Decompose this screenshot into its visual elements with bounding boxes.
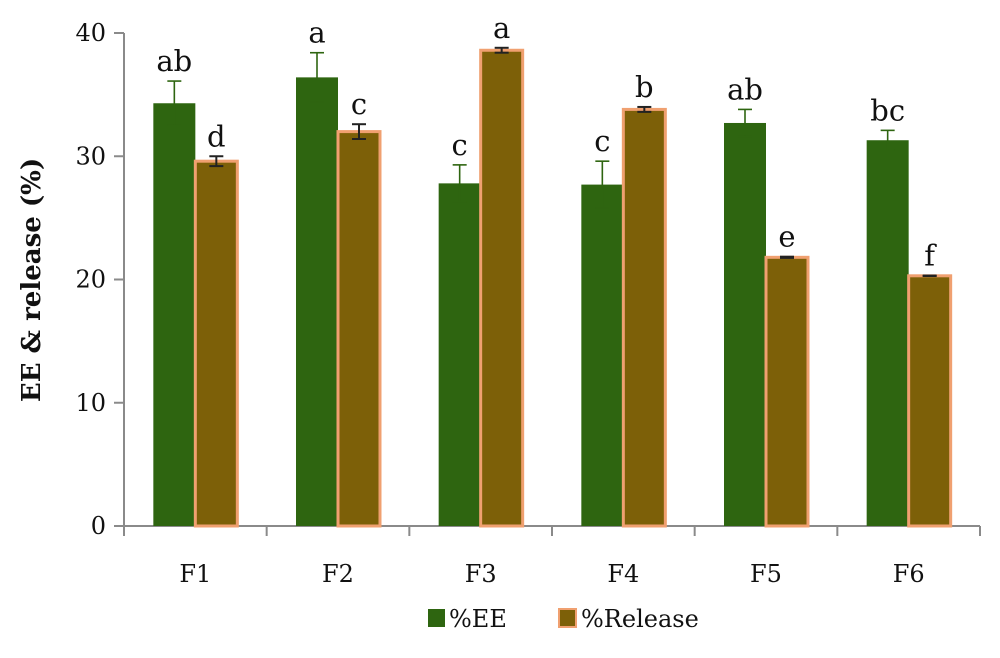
y-ticks: 0 10 20 30 40 xyxy=(75,19,124,540)
significance-label: c xyxy=(452,128,468,162)
x-tick-label: F5 xyxy=(750,560,782,588)
x-ticks: F1 F2 F3 F4 F5 F6 xyxy=(123,526,981,588)
bar xyxy=(438,183,481,527)
significance-label: a xyxy=(308,16,325,50)
significance-label: ab xyxy=(727,72,763,106)
bar xyxy=(581,184,624,526)
y-axis-title: EE & release (%) xyxy=(17,158,47,402)
bar xyxy=(479,48,525,528)
bar xyxy=(193,159,239,528)
x-tick-label: F1 xyxy=(179,560,211,588)
y-tick-label: 40 xyxy=(75,19,106,47)
x-tick-label: F4 xyxy=(607,560,639,588)
legend-swatch-release xyxy=(558,608,577,628)
significance-label: f xyxy=(924,239,937,273)
x-tick-label: F3 xyxy=(465,560,497,588)
bar xyxy=(866,140,909,527)
x-tick-label: F2 xyxy=(322,560,354,588)
significance-label: ab xyxy=(156,44,192,78)
axes xyxy=(123,33,980,527)
bar xyxy=(296,77,338,527)
legend-label-ee: %EE xyxy=(449,605,507,633)
bars xyxy=(153,48,953,528)
significance-label: bc xyxy=(870,93,905,127)
significance-label: b xyxy=(635,70,654,104)
legend-label-release: %Release xyxy=(581,605,699,633)
significance-label: a xyxy=(493,11,510,45)
bar xyxy=(336,130,382,528)
bar xyxy=(621,107,667,528)
significance-label: e xyxy=(778,220,795,254)
significance-label: c xyxy=(594,124,610,158)
error-bars xyxy=(167,46,937,278)
significance-label: d xyxy=(207,119,226,153)
y-tick-label: 20 xyxy=(75,266,106,294)
legend-swatch-ee xyxy=(428,609,445,627)
legend: %EE %Release xyxy=(428,605,699,633)
bar xyxy=(764,255,810,528)
bar xyxy=(724,122,766,526)
bar xyxy=(153,103,196,526)
y-tick-label: 0 xyxy=(91,512,106,540)
y-tick-label: 30 xyxy=(75,142,106,170)
significance-label: c xyxy=(351,87,367,121)
bar xyxy=(907,274,953,528)
y-tick-label: 10 xyxy=(75,389,106,417)
x-tick-label: F6 xyxy=(893,560,925,588)
